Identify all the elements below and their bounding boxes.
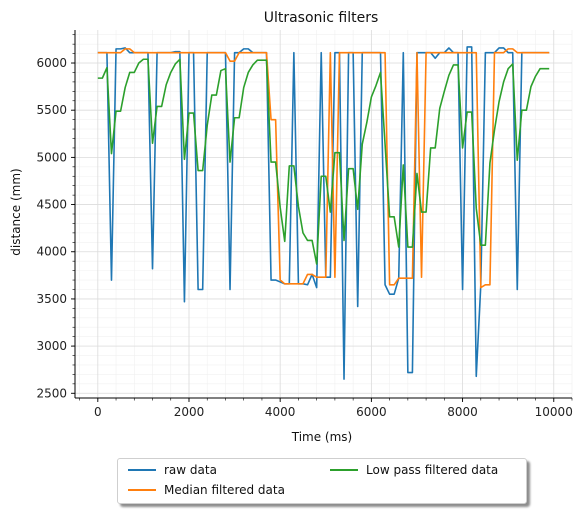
legend-label-lowpass: Low pass filtered data <box>366 463 499 477</box>
y-tick-label: 5000 <box>36 150 67 164</box>
y-tick-label: 5500 <box>36 103 67 117</box>
legend-swatch-raw <box>128 469 156 471</box>
grid <box>75 30 573 398</box>
x-tick-label: 0 <box>94 405 102 419</box>
series-line-0 <box>97 46 550 380</box>
x-tick-label: 8000 <box>447 405 478 419</box>
chart-title: Ultrasonic filters <box>264 10 379 26</box>
y-tick-label: 4500 <box>36 198 67 212</box>
series-line-2 <box>97 58 550 265</box>
series-line-1 <box>97 48 550 289</box>
legend-label-median: Median filtered data <box>164 483 285 497</box>
legend: raw data Median filtered data Low pass f… <box>117 458 527 504</box>
y-axis-label: distance (mm) <box>9 168 23 255</box>
y-tick-label: 6000 <box>36 56 67 70</box>
legend-label-raw: raw data <box>164 463 217 477</box>
ticks: 0 2000 4000 6000 8000 10000 2500 3000 3500 4000 45… <box>36 34 573 419</box>
y-tick-label: 3000 <box>36 339 67 353</box>
x-tick-label: 2000 <box>174 405 205 419</box>
x-axis-label: Time (ms) <box>291 430 353 444</box>
y-tick-label: 3500 <box>36 292 67 306</box>
y-tick-label: 4000 <box>36 245 67 259</box>
legend-item-lowpass: Low pass filtered data <box>330 461 498 479</box>
legend-item-raw: raw data <box>128 461 217 479</box>
x-tick-label: 4000 <box>265 405 296 419</box>
x-tick-label: 10000 <box>535 405 573 419</box>
series-lines <box>97 46 550 380</box>
legend-item-median: Median filtered data <box>128 481 285 499</box>
x-tick-label: 6000 <box>356 405 387 419</box>
legend-swatch-median <box>128 489 156 491</box>
legend-swatch-lowpass <box>330 469 358 471</box>
y-tick-label: 2500 <box>36 386 67 400</box>
